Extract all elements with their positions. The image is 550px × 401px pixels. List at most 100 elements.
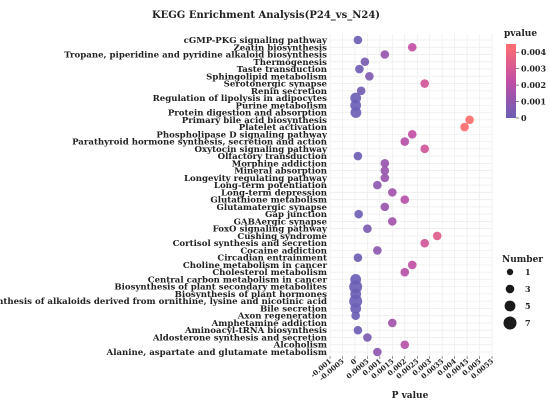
data-point — [353, 325, 363, 335]
size-legend-dot — [506, 268, 514, 276]
color-bar-label: 0.001 — [521, 97, 546, 107]
data-point — [420, 238, 430, 248]
pathway-label: Amphetamine addiction — [211, 319, 328, 329]
pathway-label: Biosynthesis of plant hormones — [175, 290, 327, 300]
color-bar-label: 0.004 — [521, 47, 546, 57]
size-legend-label: 3 — [525, 284, 531, 294]
pathway-label: Aminoacyl-tRNA biosynthesis — [184, 326, 327, 336]
pathway-label: Cholesterol metabolism — [212, 268, 327, 278]
pathway-label: Renin secretion — [251, 87, 328, 97]
pathway-label: Biosynthesis of alkaloids derived from o… — [0, 297, 327, 307]
pathway-label: Olfactory transduction — [218, 152, 328, 162]
pathway-label: Circadian entrainment — [217, 254, 327, 264]
data-point — [400, 137, 410, 146]
pathway-label: Platelet activation — [239, 123, 328, 133]
pathway-label: Longevity regulating pathway — [184, 174, 328, 184]
color-bar-label: 0.002 — [521, 80, 546, 90]
size-legend-label: 1 — [525, 267, 531, 277]
data-point — [400, 340, 410, 350]
pathway-label: Long-term depression — [221, 188, 328, 198]
data-point — [355, 64, 364, 74]
size-legend-dot — [505, 284, 515, 294]
pathway-label: Purine metabolism — [235, 101, 327, 111]
data-point — [351, 311, 360, 321]
data-points — [349, 35, 474, 357]
data-point — [400, 195, 410, 204]
data-point — [388, 188, 397, 197]
pathway-label: Thermogenesis — [253, 58, 327, 68]
pathway-label: Zeatin biosynthesis — [234, 43, 328, 53]
data-point — [373, 347, 382, 357]
pathway-label: Taste transduction — [237, 65, 328, 75]
pathway-label: Primary bile acid biosynthesis — [182, 116, 327, 126]
x-tick-label: 0 — [349, 357, 359, 367]
data-point — [353, 35, 363, 45]
color-bar-label: 0 — [521, 113, 527, 123]
pathway-label: Alcoholism — [273, 341, 327, 351]
size-legend-dot — [503, 316, 517, 330]
pathway-label: Bile secretion — [260, 304, 328, 314]
pathway-label: GABAergic synapse — [234, 217, 328, 227]
pathway-label: Regulation of lipolysis in adipocytes — [153, 94, 328, 104]
data-point — [356, 86, 366, 96]
data-point — [354, 209, 363, 219]
pathway-label: FoxO signaling pathway — [213, 225, 328, 235]
pathway-label: Long-term potentiation — [214, 181, 328, 191]
data-point — [380, 50, 390, 59]
pathway-label: Tropane, piperidine and pyridine alkaloi… — [64, 51, 327, 61]
pathway-label: Central carbon metabolism in cancer — [148, 275, 328, 285]
size-legend-label: 5 — [525, 301, 531, 311]
size-legend-label: 7 — [525, 318, 531, 328]
pathway-label: Aldosterone synthesis and secretion — [152, 333, 328, 343]
pathway-label: Morphine addiction — [232, 159, 328, 169]
pathway-label: Alanine, aspartate and glutamate metabol… — [106, 348, 327, 358]
pathway-label: Cocaine addiction — [240, 246, 327, 256]
size-legend-dot — [504, 300, 516, 312]
data-point — [363, 224, 372, 233]
data-point — [400, 267, 410, 277]
pathway-label: Cortisol synthesis and secretion — [173, 239, 328, 249]
pathway-label: Choline metabolism in cancer — [183, 261, 328, 271]
data-point — [407, 130, 417, 139]
pathway-label: Mineral absorption — [234, 167, 327, 177]
data-point — [380, 173, 390, 183]
size-legend-title: Number — [502, 255, 543, 265]
pathway-label: Biosynthesis of plant secondary metaboli… — [114, 283, 327, 293]
color-bar-label: 0.003 — [521, 64, 546, 74]
data-point — [388, 217, 397, 226]
data-point — [360, 57, 370, 67]
pathway-label: Cushing syndrome — [237, 232, 327, 242]
data-point — [373, 246, 382, 255]
pathway-label: Parathyroid hormone synthesis, secretion… — [72, 138, 328, 148]
size-legend: Number 1 3 5 7 — [502, 255, 543, 330]
x-axis-title: P value — [392, 391, 429, 401]
chart-title: KEGG Enrichment Analysis(P24_vs_N24) — [152, 10, 380, 21]
color-legend: pvalue 0.004 0.003 0.002 0.001 0 — [504, 29, 546, 123]
data-point — [432, 231, 442, 241]
pathway-label: Oxytocin signaling pathway — [194, 145, 328, 155]
pathway-label: Glutamatergic synapse — [217, 203, 328, 213]
data-point — [380, 202, 390, 212]
pathway-label: Phospholipase D signaling pathway — [156, 130, 328, 140]
pathway-label: Glutathione metabolism — [210, 196, 327, 206]
color-bar-ticks: 0.004 0.003 0.002 0.001 0 — [516, 47, 546, 123]
data-point — [420, 79, 430, 88]
size-legend-items: 1 3 5 7 — [503, 267, 531, 330]
data-point — [365, 71, 374, 81]
pathway-label: Gap junction — [265, 210, 328, 220]
data-point — [420, 144, 430, 154]
pathway-label: Sphingolipid metabolism — [206, 72, 327, 82]
data-point — [388, 318, 397, 328]
pathway-label: cGMP-PKG signaling pathway — [184, 36, 328, 46]
data-point — [465, 115, 474, 125]
data-point — [373, 180, 382, 190]
color-legend-title: pvalue — [504, 29, 537, 39]
data-point — [353, 253, 363, 262]
pathway-label: Axon regeneration — [237, 312, 328, 322]
pathway-label: Serotonergic synapse — [224, 80, 328, 90]
x-axis-ticks: -0.001-0.0005 00.00050.0010.00150.0020.00… — [308, 356, 495, 383]
color-bar — [506, 44, 516, 118]
data-point — [407, 42, 417, 52]
